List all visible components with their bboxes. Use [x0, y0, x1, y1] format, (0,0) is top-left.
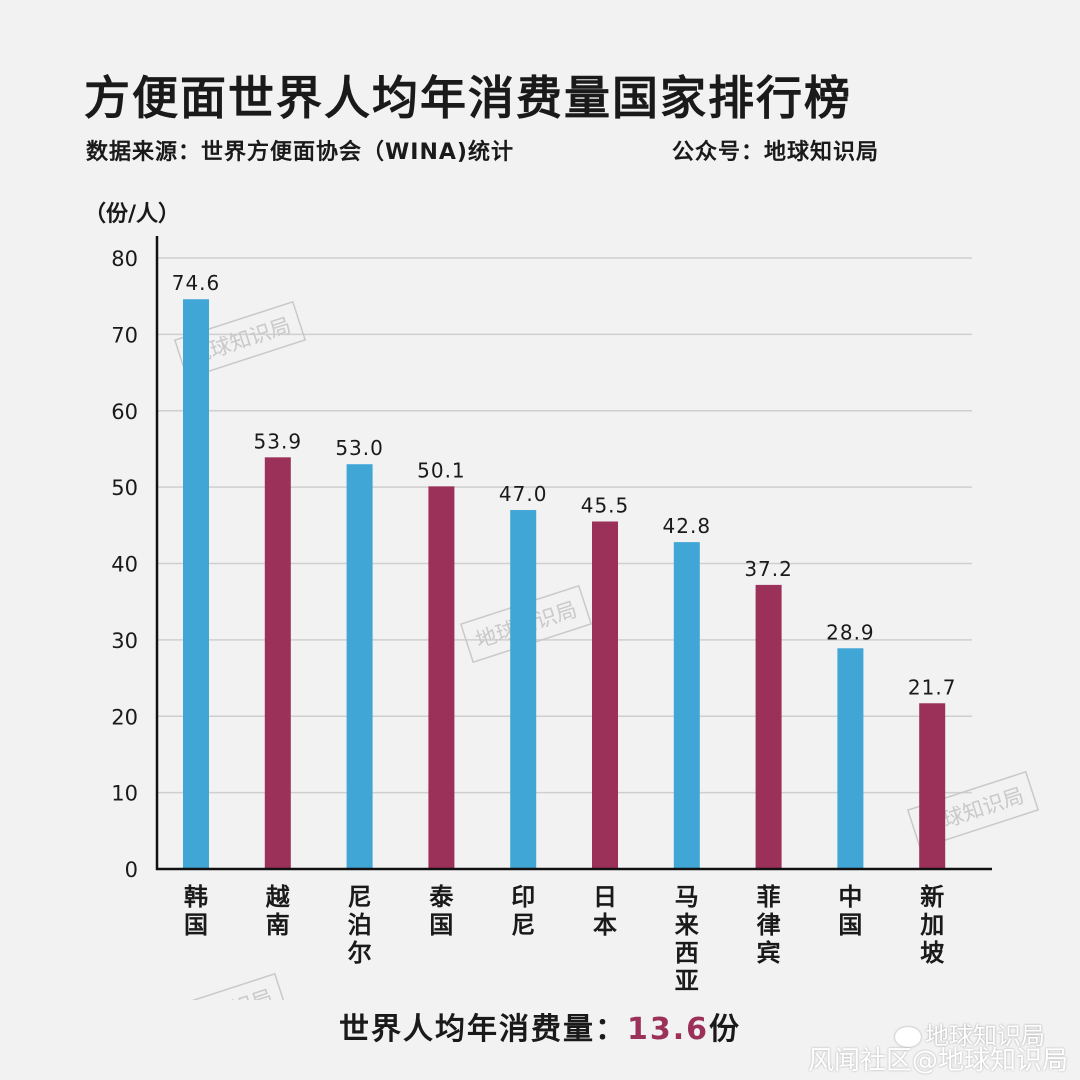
x-tick-label: 泰国	[429, 883, 454, 939]
x-tick-label: 尼泊尔	[348, 883, 372, 967]
bar	[673, 542, 700, 869]
data-label: 53.9	[254, 429, 303, 453]
wechat-credit-text: 地球知识局	[925, 1022, 1045, 1050]
bar	[264, 457, 291, 869]
data-label: 21.7	[908, 675, 957, 699]
wechat-credit: 地球知识局	[895, 1016, 1045, 1051]
community-credit: 风闻社区@地球知识局	[808, 1046, 1069, 1076]
bar	[837, 648, 864, 869]
y-tick-label: 20	[111, 705, 138, 729]
data-label: 53.0	[335, 436, 384, 460]
y-tick-label: 10	[111, 782, 138, 806]
bar	[183, 299, 209, 869]
data-source: 数据来源：世界方便面协会（WINA)统计	[86, 140, 514, 165]
watermark: 地球知识局	[155, 972, 289, 1000]
bar	[510, 510, 537, 869]
bar	[428, 486, 455, 869]
data-label: 37.2	[744, 557, 793, 581]
y-tick-label: 40	[111, 553, 138, 577]
world-average-label: 世界人均年消费量：	[338, 1012, 627, 1047]
data-label: 47.0	[499, 482, 548, 506]
y-tick-label: 0	[125, 858, 138, 882]
bar	[919, 703, 946, 869]
x-tick-label: 越南	[266, 883, 291, 939]
y-tick-label: 70	[111, 323, 138, 347]
data-label: 74.6	[172, 271, 221, 295]
x-tick-label: 韩国	[184, 883, 208, 939]
bar	[592, 521, 618, 869]
data-label: 50.1	[417, 458, 466, 482]
data-label: 28.9	[826, 620, 875, 644]
svg-text:地球知识局: 地球知识局	[169, 985, 276, 1000]
x-tick-label: 菲律宾	[757, 883, 781, 967]
wechat-icon	[895, 1027, 921, 1047]
world-average: 世界人均年消费量：13.6份	[0, 1004, 1080, 1048]
data-label: 42.8	[663, 514, 712, 538]
y-axis-unit: （份/人）	[84, 202, 181, 227]
y-tick-label: 30	[111, 629, 138, 653]
bar	[755, 584, 782, 869]
world-average-value: 13.6	[626, 1012, 710, 1047]
bar	[346, 464, 373, 869]
x-tick-label: 中国	[838, 883, 862, 939]
bar-chart: 01020304050607080地球知识局地球知识局地球知识局地球知识局74.…	[111, 236, 1040, 1000]
y-tick-label: 60	[111, 400, 138, 424]
x-tick-label: 印尼	[511, 883, 535, 939]
world-average-unit: 份	[709, 1012, 742, 1047]
x-tick-label: 新加坡	[920, 883, 944, 967]
x-tick-label: 日本	[593, 883, 617, 939]
y-tick-label: 80	[111, 247, 138, 271]
page-title: 方便面世界人均年消费量国家排行榜	[84, 71, 852, 125]
x-tick-label: 马来西亚	[675, 883, 700, 995]
account-name: 公众号：地球知识局	[672, 140, 880, 165]
data-label: 45.5	[581, 493, 630, 517]
y-tick-label: 50	[111, 476, 138, 500]
